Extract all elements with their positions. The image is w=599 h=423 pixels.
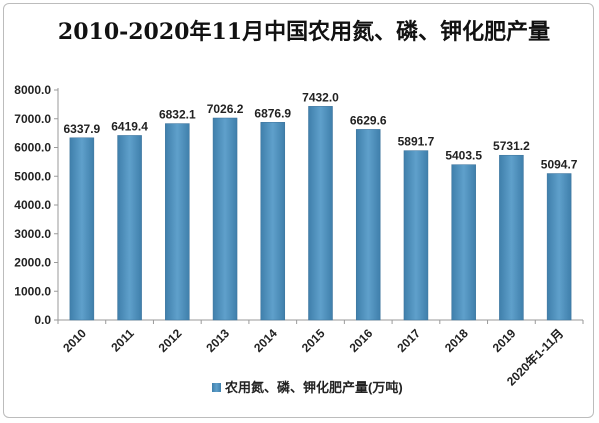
data-label-2017: 5891.7 — [398, 135, 435, 149]
y-tick-label: 4000.0 — [14, 198, 51, 212]
y-tick-label: 2000.0 — [14, 256, 51, 270]
legend-swatch — [212, 383, 221, 392]
bar-2018 — [451, 164, 476, 321]
data-label-2013: 7026.2 — [207, 102, 244, 116]
data-label-2010: 6337.9 — [64, 122, 101, 136]
y-tick-label: 3000.0 — [14, 227, 51, 241]
data-label-2018: 5403.5 — [445, 149, 482, 163]
bar-2010 — [69, 137, 95, 321]
legend-label: 农用氮、磷、钾化肥产量(万吨) — [224, 380, 403, 395]
legend: 农用氮、磷、钾化肥产量(万吨) — [212, 380, 403, 395]
chart-axes: 0.0 1000.0 2000.0 3000.0 4000.0 5000.0 6000.0 7… — [14, 83, 584, 327]
bar-2015 — [308, 106, 333, 321]
bar-2012 — [165, 123, 190, 321]
y-tick-label: 8000.0 — [14, 83, 51, 97]
y-tick-label: 5000.0 — [14, 169, 51, 183]
x-label-2010: 2010 — [60, 326, 89, 355]
x-label-2012: 2012 — [156, 326, 185, 355]
chart-title: 2010-2020年11月中国农用氮、磷、钾化肥产量 — [57, 19, 551, 45]
data-label-2014: 6876.9 — [254, 106, 291, 120]
x-label-2011: 2011 — [108, 326, 137, 355]
bar-2011 — [117, 135, 142, 321]
data-labels: 6337.9 6419.4 6832.1 7026.2 6876.9 7432.0 6629… — [64, 90, 578, 171]
data-label-2016: 6629.6 — [350, 113, 387, 127]
data-label-2012: 6832.1 — [159, 108, 196, 122]
y-tick-label: 1000.0 — [14, 284, 51, 298]
data-label-2020年1-11月: 5094.7 — [541, 158, 578, 172]
y-tick-label: 7000.0 — [14, 112, 51, 126]
data-label-2015: 7432.0 — [302, 90, 339, 104]
x-label-2017: 2017 — [394, 326, 423, 355]
bar-2019 — [499, 154, 524, 321]
x-label-2013: 2013 — [203, 326, 232, 355]
bar-2013 — [212, 117, 238, 321]
data-label-2019: 5731.2 — [493, 139, 530, 153]
data-label-2011: 6419.4 — [111, 119, 148, 133]
x-label-2014: 2014 — [251, 326, 280, 355]
bar-2017 — [403, 150, 429, 321]
x-label-2015: 2015 — [299, 326, 328, 355]
chart-frame: 2010-2020年11月中国农用氮、磷、钾化肥产量 — [3, 3, 594, 418]
x-label-2019: 2019 — [490, 326, 519, 355]
x-label-2016: 2016 — [347, 326, 376, 355]
bar-series — [69, 106, 572, 321]
y-tick-label: 0.0 — [34, 313, 51, 327]
bar-2020年1-11月 — [546, 173, 572, 321]
x-label-2018: 2018 — [442, 326, 471, 355]
bar-2016 — [355, 129, 381, 321]
bar-2014 — [260, 122, 286, 321]
y-tick-label: 6000.0 — [14, 141, 51, 155]
